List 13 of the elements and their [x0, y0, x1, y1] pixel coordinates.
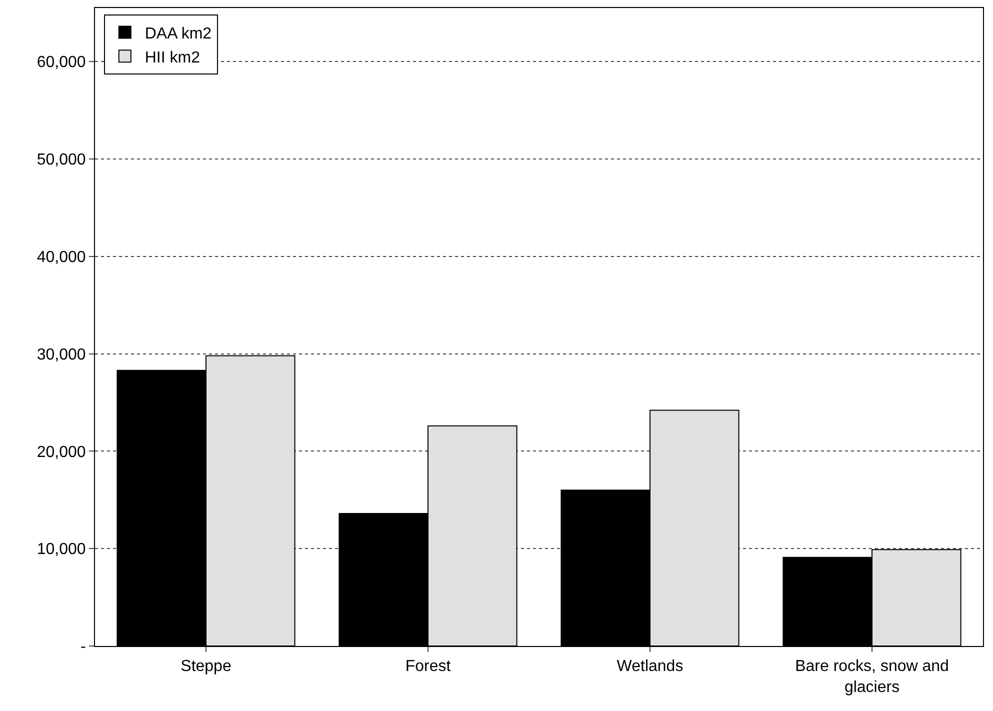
- y-tick-label: 10,000: [36, 541, 86, 558]
- x-tick-label: Forest: [405, 658, 452, 676]
- legend-label: HII km2: [144, 49, 200, 66]
- y-tick-label: 40,000: [36, 248, 86, 266]
- legend-label: DAA km2: [144, 26, 212, 43]
- y-tick-label: 60,000: [36, 54, 86, 72]
- x-tick-label: Steppe: [180, 658, 232, 676]
- x-tick-label: Bare rocks, snow and glaciers: [795, 658, 949, 696]
- x-tick-label: Wetlands: [616, 658, 684, 676]
- y-tick-label: -: [80, 638, 86, 656]
- y-tick-label: 20,000: [36, 444, 86, 461]
- y-tick-label: 30,000: [36, 346, 86, 364]
- y-tick-label: 50,000: [36, 152, 86, 169]
